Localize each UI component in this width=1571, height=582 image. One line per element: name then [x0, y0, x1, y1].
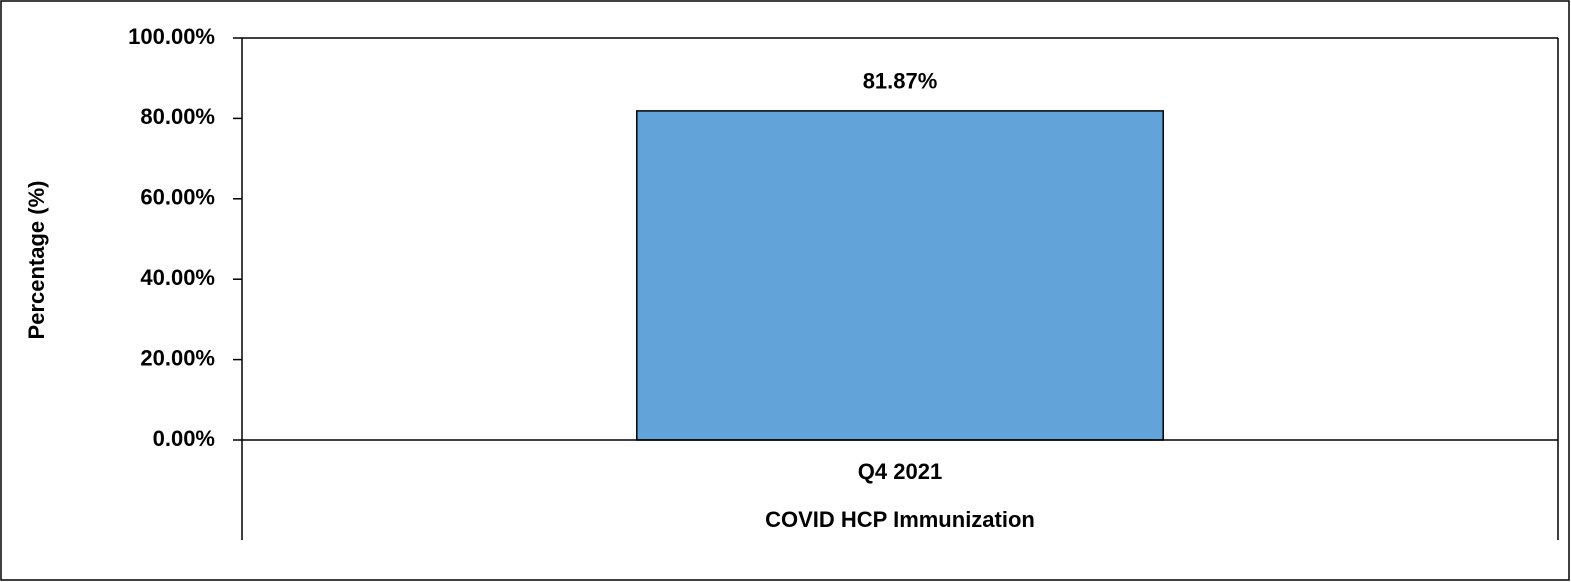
bar — [636, 110, 1164, 441]
y-axis-title: Percentage (%) — [24, 181, 49, 340]
y-tick-label: 60.00% — [140, 185, 215, 210]
data-label: 81.87% — [863, 69, 938, 94]
x-tick-label: Q4 2021 — [858, 459, 942, 484]
y-tick-label: 40.00% — [140, 265, 215, 290]
y-tick-label: 100.00% — [128, 24, 215, 49]
y-tick-label: 0.00% — [153, 426, 215, 451]
y-tick-label: 80.00% — [140, 104, 215, 129]
y-tick-label: 20.00% — [140, 345, 215, 370]
x-axis-title: COVID HCP Immunization — [765, 507, 1035, 532]
